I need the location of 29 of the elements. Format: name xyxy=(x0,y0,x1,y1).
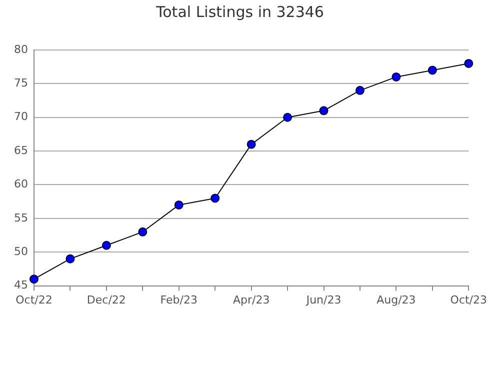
x-tick-label: Jun/23 xyxy=(305,293,342,306)
point xyxy=(319,106,328,116)
point xyxy=(210,194,220,203)
y-tick-label: 60 xyxy=(14,178,28,191)
point xyxy=(355,86,364,95)
y-tick-label: 80 xyxy=(14,42,28,56)
y-tick-label: 45 xyxy=(14,278,28,292)
x-tick-label: Oct/22 xyxy=(16,293,52,306)
point xyxy=(464,58,474,68)
x-tick-label: Apr/23 xyxy=(232,293,270,306)
point xyxy=(29,274,38,284)
point xyxy=(174,200,184,210)
point xyxy=(283,112,292,122)
y-tick-label: 75 xyxy=(14,76,28,90)
chart-title: Total Listings in 32346 xyxy=(155,2,324,21)
y-tick-label: 55 xyxy=(14,211,28,224)
y-tick-label: 65 xyxy=(14,144,28,157)
x-tick-label: Aug/23 xyxy=(376,293,416,306)
point xyxy=(102,240,111,250)
x-tick-label: Dec/22 xyxy=(86,293,126,306)
y-tick-label: 70 xyxy=(14,110,28,124)
x-tick-label: Feb/23 xyxy=(160,293,198,306)
x-tick-label: Oct/23 xyxy=(450,293,488,306)
point xyxy=(392,72,401,82)
point xyxy=(138,227,148,236)
point xyxy=(246,140,256,149)
point xyxy=(66,254,75,264)
y-tick-label: 50 xyxy=(14,244,28,258)
point xyxy=(428,66,437,75)
